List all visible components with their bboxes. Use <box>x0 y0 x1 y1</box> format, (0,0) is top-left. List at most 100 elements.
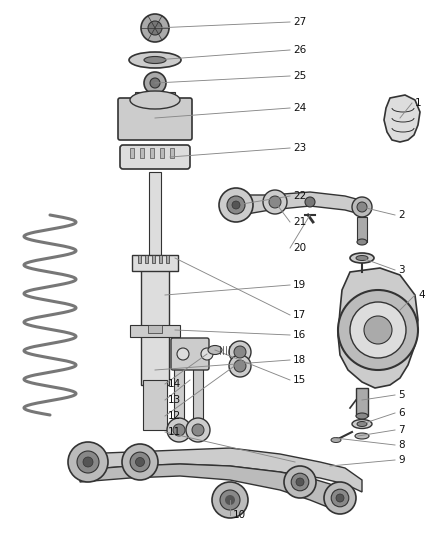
Circle shape <box>305 197 315 207</box>
Polygon shape <box>338 268 418 388</box>
Circle shape <box>220 490 240 510</box>
Bar <box>149 172 161 267</box>
Ellipse shape <box>129 52 181 68</box>
Circle shape <box>336 494 344 502</box>
Bar <box>160 148 164 158</box>
Bar <box>152 92 158 104</box>
Circle shape <box>212 482 248 518</box>
Circle shape <box>352 197 372 217</box>
Text: 8: 8 <box>398 440 405 450</box>
Circle shape <box>269 196 281 208</box>
Text: 1: 1 <box>415 98 422 108</box>
Circle shape <box>350 302 406 358</box>
Text: 6: 6 <box>398 408 405 418</box>
Bar <box>193 368 203 430</box>
Circle shape <box>291 473 309 491</box>
Bar <box>130 325 180 337</box>
Circle shape <box>144 72 166 94</box>
FancyBboxPatch shape <box>118 98 192 140</box>
Circle shape <box>229 341 251 363</box>
Bar <box>170 148 174 158</box>
Circle shape <box>234 346 246 358</box>
Text: 10: 10 <box>233 510 246 520</box>
Ellipse shape <box>352 419 372 429</box>
Bar <box>357 217 367 242</box>
Text: 19: 19 <box>293 280 306 290</box>
Text: 16: 16 <box>293 330 306 340</box>
Circle shape <box>324 482 356 514</box>
Ellipse shape <box>357 239 367 245</box>
Ellipse shape <box>350 253 374 263</box>
Text: 5: 5 <box>398 390 405 400</box>
Text: 21: 21 <box>293 217 306 227</box>
Ellipse shape <box>144 56 166 63</box>
Ellipse shape <box>355 433 369 439</box>
Text: 14: 14 <box>168 379 181 389</box>
Polygon shape <box>384 95 420 142</box>
Text: 4: 4 <box>418 290 424 300</box>
Circle shape <box>234 360 246 372</box>
Circle shape <box>186 418 210 442</box>
Circle shape <box>225 495 235 505</box>
Circle shape <box>77 451 99 473</box>
Circle shape <box>331 489 349 507</box>
Text: 15: 15 <box>293 375 306 385</box>
Bar <box>148 325 162 333</box>
Circle shape <box>227 196 245 214</box>
Polygon shape <box>80 448 362 492</box>
Text: 2: 2 <box>398 210 405 220</box>
Circle shape <box>173 424 185 436</box>
Circle shape <box>338 290 418 370</box>
Bar <box>169 92 175 104</box>
Circle shape <box>167 418 191 442</box>
Bar <box>130 148 134 158</box>
Bar <box>150 148 154 158</box>
Text: 22: 22 <box>293 191 306 201</box>
Bar <box>166 255 169 263</box>
Bar <box>135 92 141 104</box>
Circle shape <box>141 14 169 42</box>
Ellipse shape <box>356 255 368 261</box>
Text: 26: 26 <box>293 45 306 55</box>
FancyBboxPatch shape <box>171 338 209 370</box>
Circle shape <box>177 348 189 360</box>
Circle shape <box>68 442 108 482</box>
Circle shape <box>201 348 213 360</box>
Circle shape <box>296 478 304 486</box>
Bar <box>145 255 148 263</box>
Bar <box>143 380 167 430</box>
Circle shape <box>357 202 367 212</box>
Circle shape <box>130 452 150 472</box>
Circle shape <box>83 457 93 467</box>
Ellipse shape <box>357 422 367 426</box>
Circle shape <box>232 201 240 209</box>
Ellipse shape <box>208 345 222 354</box>
Text: 18: 18 <box>293 355 306 365</box>
Bar <box>356 388 368 416</box>
Circle shape <box>135 457 145 466</box>
Bar <box>159 255 162 263</box>
Ellipse shape <box>130 91 180 109</box>
Circle shape <box>229 355 251 377</box>
Text: 23: 23 <box>293 143 306 153</box>
Text: 3: 3 <box>398 265 405 275</box>
Text: 13: 13 <box>168 395 181 405</box>
Circle shape <box>219 188 253 222</box>
Text: 7: 7 <box>398 425 405 435</box>
Circle shape <box>263 190 287 214</box>
Circle shape <box>122 444 158 480</box>
Bar <box>138 255 141 263</box>
Circle shape <box>150 78 160 88</box>
Polygon shape <box>241 192 365 215</box>
Circle shape <box>284 466 316 498</box>
Text: 11: 11 <box>168 427 181 437</box>
FancyBboxPatch shape <box>120 145 190 169</box>
Bar <box>140 148 144 158</box>
Ellipse shape <box>331 438 341 442</box>
Text: 20: 20 <box>293 243 306 253</box>
Circle shape <box>364 316 392 344</box>
Ellipse shape <box>356 413 368 419</box>
Circle shape <box>148 21 162 35</box>
Polygon shape <box>80 464 340 508</box>
Text: 27: 27 <box>293 17 306 27</box>
